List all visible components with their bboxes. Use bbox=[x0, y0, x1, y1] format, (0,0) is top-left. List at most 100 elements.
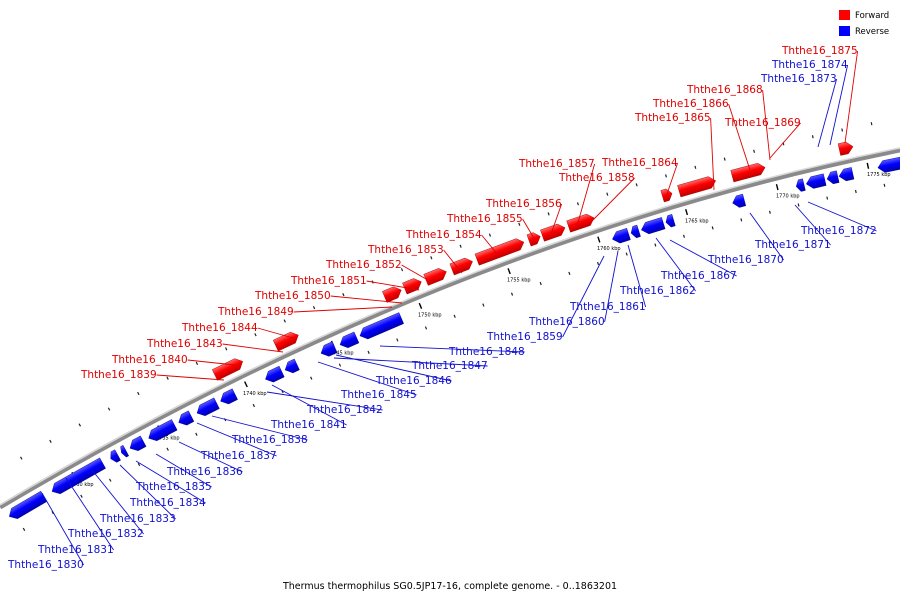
legend: Forward Reverse bbox=[839, 10, 889, 37]
tick-mark bbox=[137, 391, 140, 396]
tick-mark bbox=[683, 234, 686, 238]
tick-mark bbox=[841, 128, 844, 132]
gene-label: Ththe16_1837 bbox=[200, 450, 277, 462]
tick-mark bbox=[254, 333, 257, 337]
gene-label: Ththe16_1852 bbox=[325, 259, 402, 271]
gene-label: Ththe16_1859 bbox=[486, 331, 563, 343]
legend-forward-label: Forward bbox=[855, 11, 889, 21]
forward-gene-arrow bbox=[272, 331, 299, 352]
gene-label: Ththe16_1851 bbox=[290, 275, 367, 287]
gene-label: Ththe16_1841 bbox=[270, 419, 347, 431]
gene-label: Ththe16_1836 bbox=[166, 466, 243, 478]
tick-mark bbox=[547, 212, 550, 216]
tick-label: 1735 kbp bbox=[156, 435, 180, 441]
tick-mark bbox=[596, 261, 600, 266]
gene-labels: Ththe16_1839 Ththe16_1840 Ththe16_1843 Thth… bbox=[7, 45, 877, 571]
leader-line bbox=[317, 361, 417, 396]
tick-mark bbox=[635, 183, 638, 187]
tick-mark bbox=[22, 527, 26, 531]
tick-mark bbox=[539, 281, 542, 286]
tick-mark bbox=[625, 252, 628, 256]
tick-mark bbox=[870, 122, 873, 126]
leader-line bbox=[135, 460, 206, 504]
tick-label: 1765 kbp bbox=[685, 218, 709, 224]
gene-label: Ththe16_1833 bbox=[99, 513, 176, 525]
gene-label: Ththe16_1872 bbox=[800, 225, 877, 237]
tick-marks: 1730 kbp 1735 kbp 1740 kbp 1745 kbp 1750 kbp… bbox=[19, 122, 891, 531]
gene-label: Ththe16_1856 bbox=[485, 198, 562, 210]
reverse-gene-arrow bbox=[120, 444, 130, 458]
reverse-gene-arrow bbox=[641, 217, 666, 235]
reverse-gene-arrow bbox=[732, 193, 747, 208]
tick-label: 1750 kbp bbox=[418, 313, 442, 319]
reverse-gene-arrow bbox=[9, 490, 48, 519]
gene-label: Ththe16_1846 bbox=[375, 375, 452, 387]
gene-label: Ththe16_1840 bbox=[111, 354, 188, 366]
leader-line bbox=[807, 201, 877, 232]
tick-label: 1745 kbp bbox=[330, 350, 354, 356]
tick-mark bbox=[424, 326, 428, 330]
tick-mark bbox=[568, 271, 571, 275]
reverse-gene-arrow bbox=[265, 365, 285, 383]
forward-gene-arrow bbox=[730, 162, 766, 183]
reverse-gene-arrow bbox=[838, 167, 855, 182]
tick-mark bbox=[694, 165, 697, 169]
tick-mark bbox=[19, 456, 23, 460]
tick-mark bbox=[367, 350, 370, 354]
major-tick bbox=[775, 184, 779, 191]
leader-line bbox=[817, 78, 838, 148]
reverse-gene-arrow bbox=[129, 435, 147, 451]
leader-line bbox=[119, 464, 176, 520]
gene-label: Ththe16_1849 bbox=[217, 306, 294, 318]
reverse-gene-arrow bbox=[51, 457, 106, 495]
leader-line bbox=[728, 103, 751, 171]
tick-mark bbox=[342, 292, 345, 297]
leader-line bbox=[266, 391, 383, 411]
leader-line bbox=[481, 234, 499, 256]
leader-line bbox=[257, 327, 294, 339]
leader-line bbox=[366, 280, 420, 291]
tick-mark bbox=[281, 390, 284, 394]
leader-line bbox=[665, 162, 679, 198]
gene-label: Ththe16_1858 bbox=[558, 172, 635, 184]
leader-line bbox=[330, 295, 403, 304]
forward-gene-arrow bbox=[660, 188, 673, 203]
tick-mark bbox=[430, 256, 433, 260]
forward-gene-arrow bbox=[402, 278, 422, 295]
leader-line bbox=[156, 374, 225, 381]
forward-gene-arrow bbox=[837, 141, 854, 156]
gene-label: Ththe16_1868 bbox=[686, 84, 763, 96]
gene-label: Ththe16_1860 bbox=[528, 316, 605, 328]
tick-mark bbox=[459, 244, 462, 248]
reverse-gene-arrow bbox=[148, 419, 178, 442]
reverse-gene-arrow bbox=[178, 410, 195, 426]
leader-line bbox=[762, 89, 771, 161]
reverse-gene-arrow bbox=[284, 358, 300, 374]
tick-mark bbox=[740, 218, 743, 222]
leader-line bbox=[178, 441, 243, 473]
reverse-gene-arrow bbox=[359, 312, 404, 340]
tick-mark bbox=[195, 361, 199, 365]
tick-mark bbox=[453, 314, 456, 318]
map-caption: Thermus thermophilus SG0.5JP17-16, compl… bbox=[282, 581, 617, 592]
gene-label: Ththe16_1873 bbox=[760, 73, 837, 85]
reverse-gene-arrow bbox=[877, 156, 900, 173]
gene-label: Ththe16_1850 bbox=[254, 290, 331, 302]
tick-mark bbox=[753, 149, 756, 153]
tick-mark bbox=[723, 157, 726, 161]
gene-label: Ththe16_1855 bbox=[446, 213, 523, 225]
legend-reverse-label: Reverse bbox=[855, 27, 889, 37]
forward-gene-arrow bbox=[382, 286, 402, 303]
leader-line bbox=[829, 64, 849, 146]
leader-line bbox=[211, 415, 308, 441]
tick-mark bbox=[107, 407, 111, 411]
forward-gene-arrow bbox=[526, 232, 541, 247]
reverse-gene-arrow bbox=[220, 388, 238, 405]
tick-mark bbox=[576, 202, 580, 206]
tick-mark bbox=[195, 432, 198, 436]
leader-line bbox=[550, 203, 563, 235]
forward-gene-arrow bbox=[540, 223, 566, 242]
gene-label: Ththe16_1854 bbox=[405, 229, 482, 241]
tick-label: 1755 kbp bbox=[507, 278, 531, 284]
gene-label: Ththe16_1861 bbox=[569, 301, 646, 313]
